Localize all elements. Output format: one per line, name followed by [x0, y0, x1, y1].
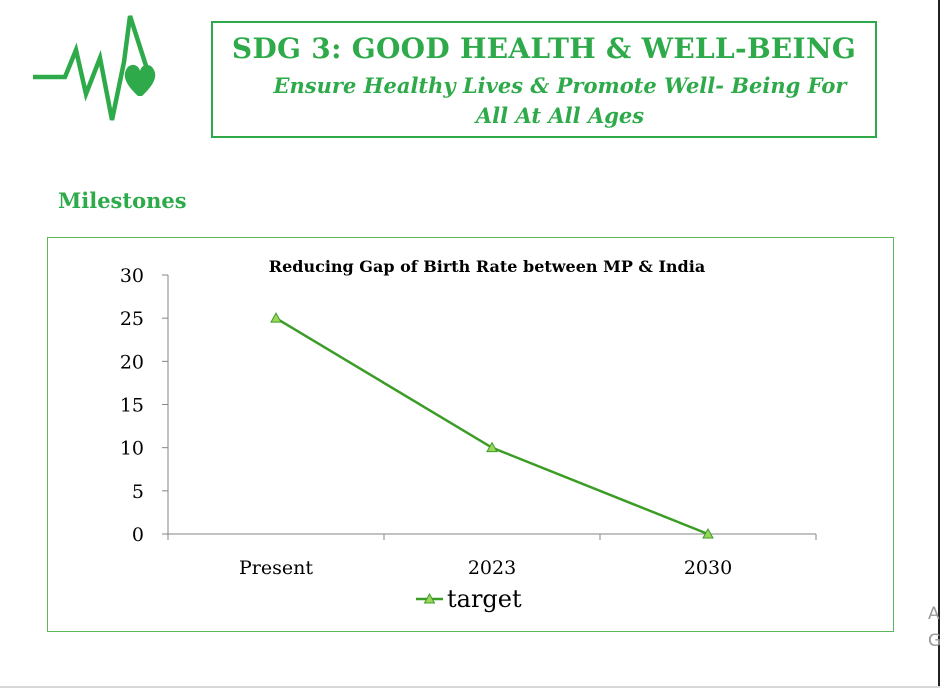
x-tick-label: 2023 [468, 557, 516, 579]
title-box: SDG 3: GOOD HEALTH & WELL-BEING Ensure H… [211, 21, 877, 138]
data-point [270, 312, 282, 323]
y-tick-label: 20 [120, 351, 144, 373]
chart-legend: target [416, 585, 522, 613]
chart-axes: 0 5 10 15 20 25 30 Present 2023 2030 [120, 265, 817, 579]
series-line-target [275, 317, 709, 536]
heartbeat-heart-icon [33, 15, 156, 121]
y-tick-label: 15 [120, 395, 144, 417]
data-point [486, 441, 498, 453]
page-subtitle: Ensure Healthy Lives & Promote Well- Bei… [273, 73, 847, 128]
data-point [702, 527, 714, 539]
y-tick-label: 10 [120, 438, 144, 460]
line-chart: Reducing Gap of Birth Rate between MP & … [120, 257, 817, 613]
y-tick-label: 0 [132, 524, 144, 546]
section-label: Milestones [58, 188, 187, 213]
y-tick-label: 5 [132, 481, 144, 503]
chart-series [270, 312, 714, 539]
edge-text-a: A [928, 604, 940, 624]
y-tick-label: 30 [120, 265, 144, 287]
bottom-edge-border [0, 686, 940, 688]
x-tick-label: Present [239, 557, 313, 579]
chart-frame [47, 237, 894, 632]
y-tick-label: 25 [120, 308, 144, 330]
legend-marker [423, 592, 436, 604]
x-tick-label: 2030 [684, 557, 732, 579]
page-title: SDG 3: GOOD HEALTH & WELL-BEING [231, 32, 857, 65]
chart-title: Reducing Gap of Birth Rate between MP & … [269, 257, 705, 276]
right-edge-border [938, 0, 940, 688]
edge-text-g: G [928, 631, 940, 651]
legend-label: target [447, 585, 522, 613]
